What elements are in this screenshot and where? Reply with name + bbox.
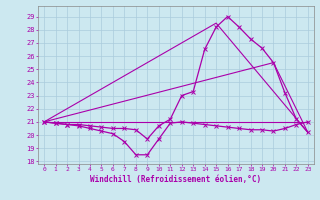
X-axis label: Windchill (Refroidissement éolien,°C): Windchill (Refroidissement éolien,°C) [91, 175, 261, 184]
